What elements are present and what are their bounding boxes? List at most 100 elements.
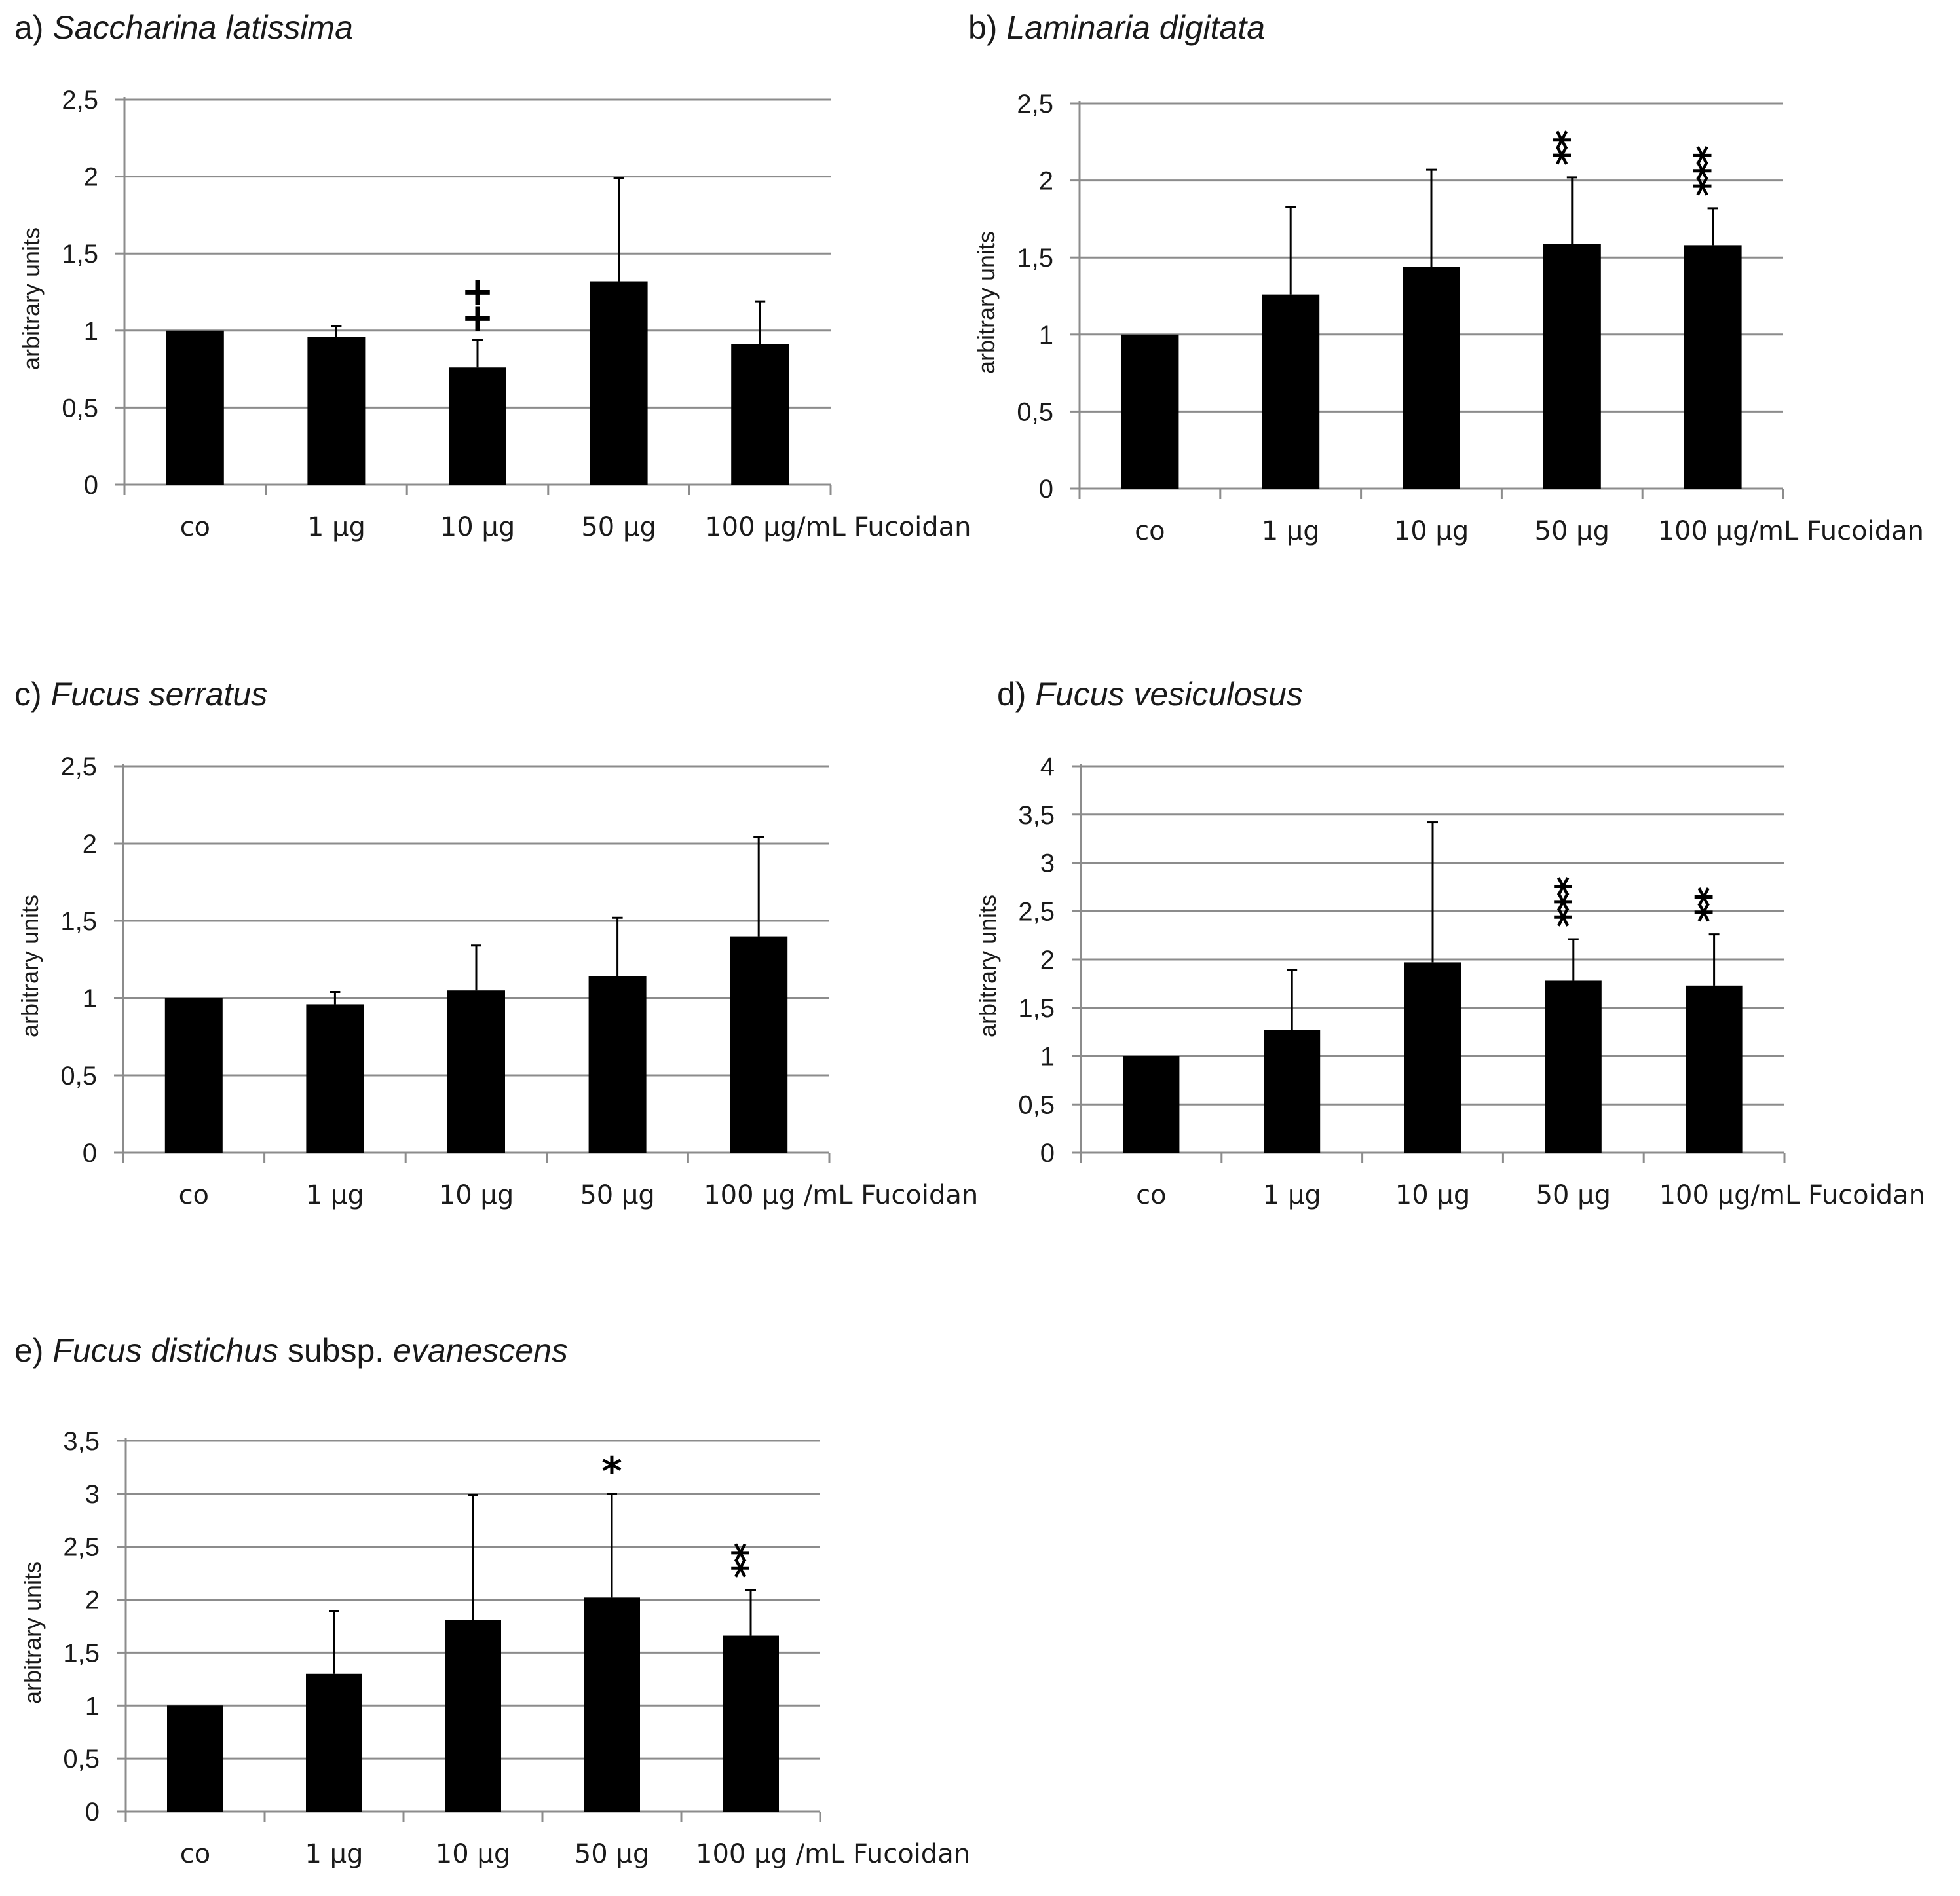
bar bbox=[1684, 245, 1742, 489]
x-tick-label: co bbox=[180, 1839, 210, 1869]
x-tick-label: 10 µg bbox=[1394, 516, 1469, 546]
x-tick-label: 1 µg bbox=[1262, 516, 1320, 546]
panel-label: c) bbox=[14, 676, 51, 713]
y-tick-label: 1 bbox=[84, 317, 98, 346]
y-tick-label: 3 bbox=[1040, 849, 1055, 878]
bar bbox=[1404, 962, 1461, 1153]
y-tick-label: 0,5 bbox=[1017, 398, 1053, 426]
bar bbox=[306, 1673, 362, 1812]
y-tick-label: 0 bbox=[83, 1139, 97, 1168]
x-tick-label: 50 µg bbox=[575, 1839, 649, 1869]
y-tick-label: 0 bbox=[1040, 1139, 1055, 1168]
x-tick-label: 100 µg/mL Fucoidan bbox=[705, 512, 971, 542]
panel-c-chart: 0 0,5 1 1,5 2 2,5 arbitrary units co 1 µg 10 µg 50… bbox=[16, 753, 978, 1210]
panel-e-chart: 0 0,5 1 1,5 2 2,5 3 3,5 arbitrary units co 1 µg 10 … bbox=[19, 1427, 970, 1869]
y-tick-label: 0,5 bbox=[1018, 1090, 1055, 1119]
bar bbox=[445, 1620, 501, 1812]
y-tick-label: 2 bbox=[1040, 946, 1055, 975]
bar bbox=[307, 337, 366, 485]
x-tick-label: 100 µg/mL Fucoidan bbox=[1659, 1180, 1925, 1210]
bar bbox=[584, 1597, 640, 1812]
panel-title-part: subsp. bbox=[278, 1332, 394, 1369]
x-tick-label: 50 µg bbox=[1535, 516, 1610, 546]
significance-annotation-line: + bbox=[461, 295, 494, 341]
bar bbox=[1686, 985, 1743, 1153]
significance-annotation: *** bbox=[1547, 876, 1592, 927]
panel-title-part: Fucus vesiculosus bbox=[1035, 676, 1303, 713]
x-tick-label: co bbox=[1136, 1180, 1166, 1210]
y-tick-label: 2,5 bbox=[1017, 90, 1053, 119]
bar bbox=[1121, 334, 1179, 489]
bar bbox=[1264, 1030, 1321, 1153]
bar bbox=[167, 1705, 223, 1812]
y-tick-label: 4 bbox=[1040, 753, 1055, 781]
y-tick-label: 0,5 bbox=[63, 1745, 100, 1774]
y-tick-label: 0 bbox=[85, 1798, 100, 1827]
panel-d-title: d) Fucus vesiculosus bbox=[997, 675, 1303, 714]
y-axis-label: arbitrary units bbox=[18, 227, 45, 370]
x-tick-label: 100 µg /mL Fucoidan bbox=[704, 1180, 978, 1210]
panel-d-chart: 0 0,5 1 1,5 2 2,5 3 3,5 4 arbitrary units co 1 µg 10… bbox=[974, 753, 1925, 1210]
y-tick-label: 0 bbox=[1039, 475, 1053, 504]
x-tick-label: co bbox=[180, 512, 210, 542]
x-tick-label: 10 µg bbox=[436, 1839, 510, 1869]
significance-annotation: + + bbox=[461, 269, 494, 341]
significance-annotation: *** bbox=[1686, 145, 1732, 196]
y-tick-label: 1 bbox=[83, 984, 97, 1013]
y-tick-label: 1 bbox=[1040, 1043, 1055, 1071]
y-tick-label: 2,5 bbox=[63, 1533, 100, 1562]
y-tick-label: 2,5 bbox=[60, 753, 97, 781]
panel-label: a) bbox=[14, 9, 53, 46]
y-tick-label: 0 bbox=[84, 471, 98, 500]
significance-annotation: * bbox=[601, 1449, 622, 1495]
bar bbox=[723, 1635, 779, 1812]
panel-b-chart: 0 0,5 1 1,5 2 2,5 arbitrary units co 1 µg 10 µg **… bbox=[973, 90, 1924, 546]
y-axis-label: arbitrary units bbox=[16, 895, 43, 1037]
y-axis-label: arbitrary units bbox=[19, 1561, 46, 1704]
y-tick-label: 1,5 bbox=[60, 907, 97, 936]
x-tick-label: 100 µg/mL Fucoidan bbox=[1658, 516, 1924, 546]
x-tick-label: 10 µg bbox=[440, 512, 515, 542]
bar bbox=[1403, 267, 1460, 489]
x-tick-label: 10 µg bbox=[439, 1180, 514, 1210]
x-tick-label: 1 µg bbox=[307, 512, 366, 542]
bar bbox=[731, 344, 789, 485]
y-tick-label: 0,5 bbox=[60, 1062, 97, 1090]
significance-annotation-line: * bbox=[601, 1449, 622, 1495]
y-tick-label: 2 bbox=[84, 163, 98, 192]
x-tick-label: 1 µg bbox=[1263, 1180, 1321, 1210]
bar bbox=[449, 367, 506, 485]
x-tick-label: 50 µg bbox=[580, 1180, 654, 1210]
x-tick-label: co bbox=[1135, 516, 1165, 546]
bar bbox=[1543, 244, 1601, 489]
bar bbox=[447, 990, 505, 1153]
panel-title-part: evanescens bbox=[393, 1332, 568, 1369]
x-tick-label: 50 µg bbox=[581, 512, 656, 542]
y-axis-label: arbitrary units bbox=[973, 231, 1000, 374]
bar bbox=[730, 936, 788, 1153]
y-tick-label: 2,5 bbox=[62, 86, 98, 115]
significance-annotation: ** bbox=[725, 1543, 770, 1578]
y-tick-label: 2 bbox=[1039, 167, 1053, 196]
panel-c-title: c) Fucus serratus bbox=[14, 675, 267, 714]
significance-annotation: ** bbox=[1687, 887, 1733, 922]
bar bbox=[1262, 294, 1320, 489]
y-tick-label: 1,5 bbox=[63, 1639, 100, 1667]
panel-title-part: Fucus serratus bbox=[50, 676, 268, 713]
y-tick-label: 1 bbox=[85, 1692, 100, 1720]
x-tick-label: 1 µg bbox=[305, 1839, 363, 1869]
x-tick-label: co bbox=[179, 1180, 209, 1210]
y-tick-label: 1,5 bbox=[62, 240, 98, 269]
panel-b-title: b) Laminaria digitata bbox=[968, 8, 1265, 47]
bar bbox=[166, 330, 224, 485]
panel-label: b) bbox=[968, 9, 1007, 46]
bar bbox=[590, 281, 648, 485]
panel-e-title: e) Fucus distichus subsp. evanescens bbox=[14, 1331, 568, 1370]
significance-annotation-line: + bbox=[461, 269, 494, 314]
significance-annotation: ** bbox=[1545, 130, 1591, 166]
y-axis-label: arbitrary units bbox=[974, 895, 1001, 1037]
bar bbox=[1545, 980, 1602, 1153]
y-tick-label: 3 bbox=[85, 1480, 100, 1509]
